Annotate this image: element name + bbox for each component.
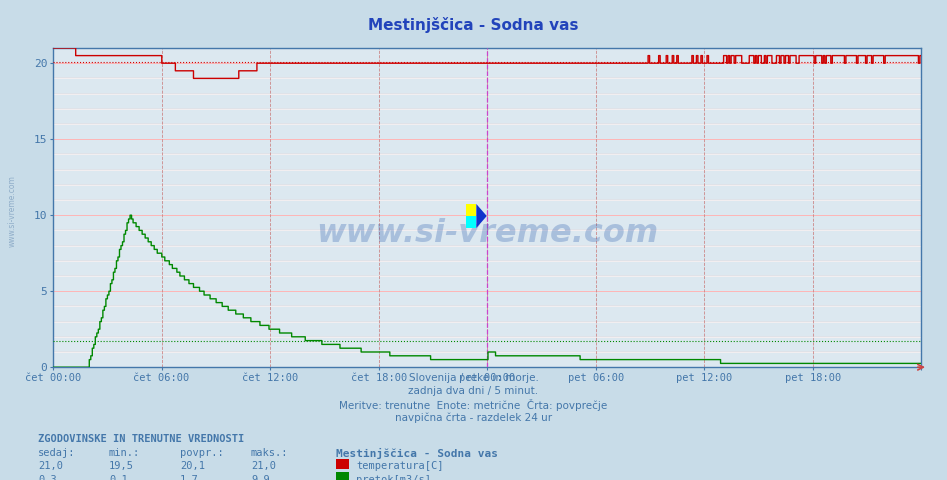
Text: 0,3: 0,3 (38, 475, 57, 480)
Text: temperatura[C]: temperatura[C] (356, 461, 443, 471)
Text: www.si-vreme.com: www.si-vreme.com (316, 217, 658, 249)
Text: min.:: min.: (109, 448, 140, 458)
Polygon shape (466, 204, 476, 216)
Text: pretok[m3/s]: pretok[m3/s] (356, 475, 431, 480)
Polygon shape (466, 216, 476, 228)
Text: www.si-vreme.com: www.si-vreme.com (8, 175, 17, 247)
Text: Mestinjščica - Sodna vas: Mestinjščica - Sodna vas (368, 17, 579, 33)
Text: 19,5: 19,5 (109, 461, 134, 471)
Text: Mestinjščica - Sodna vas: Mestinjščica - Sodna vas (336, 448, 498, 459)
Text: ZGODOVINSKE IN TRENUTNE VREDNOSTI: ZGODOVINSKE IN TRENUTNE VREDNOSTI (38, 434, 244, 444)
Text: 21,0: 21,0 (38, 461, 63, 471)
Text: 1,7: 1,7 (180, 475, 199, 480)
Polygon shape (476, 204, 487, 228)
Text: 21,0: 21,0 (251, 461, 276, 471)
Text: Slovenija / reke in morje.: Slovenija / reke in morje. (408, 373, 539, 384)
Text: povpr.:: povpr.: (180, 448, 223, 458)
Text: maks.:: maks.: (251, 448, 289, 458)
Text: 0,1: 0,1 (109, 475, 128, 480)
Text: navpična črta - razdelek 24 ur: navpična črta - razdelek 24 ur (395, 412, 552, 423)
Text: 9,9: 9,9 (251, 475, 270, 480)
Text: 20,1: 20,1 (180, 461, 205, 471)
Text: sedaj:: sedaj: (38, 448, 76, 458)
Text: Meritve: trenutne  Enote: metrične  Črta: povprečje: Meritve: trenutne Enote: metrične Črta: … (339, 399, 608, 411)
Text: zadnja dva dni / 5 minut.: zadnja dva dni / 5 minut. (408, 386, 539, 396)
